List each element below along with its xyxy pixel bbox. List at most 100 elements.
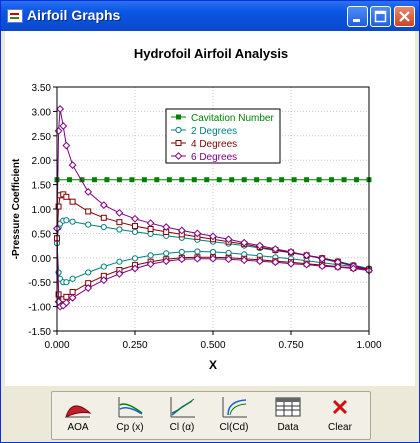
maximize-icon: [374, 10, 387, 23]
legend-label: 2 Degrees: [191, 126, 237, 137]
y-tick-label: 2.00: [32, 156, 52, 167]
data-point: [147, 252, 154, 259]
data-point: [69, 198, 76, 205]
close-button[interactable]: [394, 6, 415, 27]
data-point: [177, 255, 186, 264]
cl-alpha-graph-icon: [170, 397, 195, 418]
data-point: [224, 255, 233, 264]
data-point: [166, 177, 172, 183]
data-point: [131, 228, 139, 236]
data-point: [329, 177, 335, 183]
minimize-button[interactable]: [347, 6, 368, 27]
data-point: [54, 127, 63, 135]
data-point: [224, 235, 233, 244]
data-point: [240, 256, 249, 265]
data-point: [129, 177, 135, 183]
data-point: [241, 177, 247, 183]
data-point: [63, 217, 70, 224]
data-point: [99, 276, 108, 285]
x-tick-label: 1.000: [356, 340, 381, 351]
data-point: [229, 177, 235, 183]
minimize-icon: [353, 19, 360, 22]
data-point: [91, 177, 97, 183]
pressure-coefficient-chart: Hydrofoil Airfoil Analysis 3.50 3.00 2.50 2…: [11, 46, 382, 372]
data-point: [318, 254, 327, 263]
series-1: [54, 177, 372, 183]
legend-label: 4 Degrees: [191, 139, 237, 150]
cp-x-button[interactable]: Cp (x): [108, 394, 152, 436]
y-tick-label: 1.50: [32, 181, 52, 192]
x-axis-label: X: [209, 358, 217, 372]
data-point: [146, 260, 155, 269]
cp-x-label: Cp (x): [116, 422, 144, 433]
data-point: [302, 260, 311, 269]
data-point: [100, 263, 107, 270]
data-point: [255, 241, 264, 250]
data-point: [115, 269, 124, 278]
legend-marker: [174, 152, 183, 160]
x-axis-ticks: 0.000 0.250 0.500 0.750 1.000: [44, 331, 382, 351]
clear-label: Clear: [328, 422, 352, 433]
data-point: [69, 288, 76, 295]
y-tick-label: 1.00: [32, 205, 52, 216]
data-point: [271, 245, 280, 253]
toolbar-panel: AOA Cp (x) Cl (α): [51, 391, 371, 440]
maximize-button[interactable]: [370, 6, 391, 27]
data-point: [85, 269, 92, 276]
data-point: [69, 275, 76, 282]
title-bar[interactable]: Airfoil Graphs: [1, 1, 419, 31]
data-point: [216, 177, 222, 183]
data-point: [204, 177, 210, 183]
cl-alpha-button[interactable]: Cl (α): [160, 394, 204, 436]
data-point: [191, 177, 197, 183]
cl-cd-button[interactable]: Cl(Cd): [212, 394, 256, 436]
y-tick-label: -0.50: [28, 278, 51, 289]
legend-marker: [175, 140, 182, 146]
data-point: [193, 229, 202, 238]
data-point: [68, 161, 77, 169]
data-point: [104, 177, 110, 183]
data-point: [209, 232, 217, 241]
data-point: [63, 279, 70, 286]
data-button[interactable]: Data: [266, 394, 310, 436]
data-point: [255, 257, 264, 266]
data-point: [116, 219, 123, 226]
data-point: [147, 226, 154, 233]
data-point: [132, 223, 138, 230]
data-point: [179, 177, 185, 183]
data-label: Data: [277, 422, 299, 433]
data-point: [194, 248, 201, 255]
cp-graph-icon: [118, 397, 143, 418]
data-point: [116, 177, 122, 183]
data-point: [291, 177, 297, 183]
legend-marker: [175, 126, 182, 134]
data-point: [287, 259, 295, 268]
clear-button[interactable]: Clear: [318, 394, 362, 436]
data-point: [240, 238, 249, 247]
data-point: [287, 248, 295, 256]
data-point: [302, 251, 311, 260]
data-point: [69, 218, 76, 225]
data-point: [266, 177, 272, 183]
data-point: [316, 177, 322, 183]
x-tick-label: 0.500: [200, 340, 225, 351]
chart-title: Hydrofoil Airfoil Analysis: [134, 46, 288, 61]
window-title: Airfoil Graphs: [27, 7, 121, 23]
data-point: [68, 293, 77, 302]
y-tick-label: 3.00: [32, 107, 52, 118]
data-point: [99, 201, 108, 210]
data-point: [62, 141, 71, 150]
data-point: [147, 230, 154, 237]
data-point: [225, 249, 232, 257]
x-tick-label: 0.000: [44, 340, 69, 351]
data-point: [178, 248, 185, 256]
y-tick-label: 3.50: [32, 83, 52, 94]
chart-series: [53, 105, 373, 311]
aoa-button[interactable]: AOA: [56, 394, 100, 436]
data-point: [304, 177, 310, 183]
data-point: [84, 284, 93, 292]
cl-cd-label: Cl(Cd): [219, 422, 249, 433]
data-point: [63, 193, 70, 200]
y-axis-ticks: 3.50 3.00 2.50 2.00 1.50 1.00 0.50 0.00 -0.50 -1.…: [28, 83, 57, 338]
